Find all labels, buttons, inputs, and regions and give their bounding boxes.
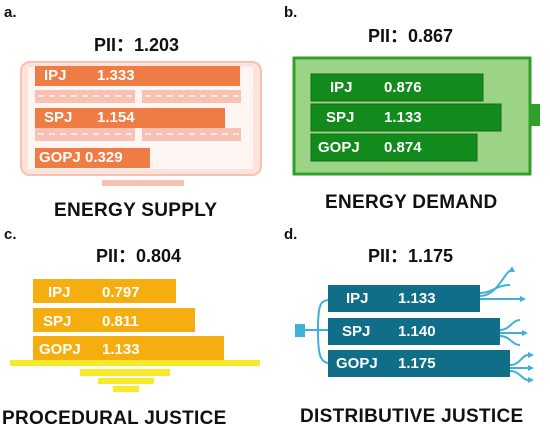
bar-value: 1.133 bbox=[398, 290, 436, 307]
pii-value: PII：1.175 bbox=[368, 246, 454, 266]
bar-label: GOPJ bbox=[39, 149, 81, 166]
procedural-bar-ipj bbox=[33, 279, 176, 303]
supply-bar-gopj bbox=[35, 148, 150, 168]
procedural-bar-gopj bbox=[33, 336, 224, 360]
bar-label: GOPJ bbox=[336, 355, 378, 372]
bar-value: 1.175 bbox=[398, 355, 436, 372]
procedural-bar-spj bbox=[33, 308, 195, 332]
procedural-podium-graphic bbox=[10, 279, 260, 392]
bar-label: IPJ bbox=[48, 284, 71, 301]
bar-value: 0.797 bbox=[102, 284, 140, 301]
bar-label: SPJ bbox=[44, 109, 73, 126]
panel-caption: PROCEDURAL JUSTICE bbox=[2, 408, 227, 429]
bar-label: SPJ bbox=[326, 109, 355, 126]
bar-value: 1.140 bbox=[398, 323, 436, 340]
pii-value: PII：1.203 bbox=[94, 35, 180, 55]
bar-value: 0.876 bbox=[384, 79, 422, 96]
pii-value: PII：0.804 bbox=[96, 246, 182, 266]
panel-letter: b. bbox=[284, 4, 298, 21]
distributive-flow-graphic bbox=[295, 266, 534, 383]
distributive-bar-gopj bbox=[328, 350, 510, 377]
panel-letter: a. bbox=[4, 4, 17, 21]
supply-bar-ipj bbox=[35, 66, 240, 86]
bar-value: 0.329 bbox=[85, 149, 123, 166]
bar-value: 1.333 bbox=[97, 67, 135, 84]
demand-battery-graphic bbox=[292, 56, 540, 176]
panel-letter: d. bbox=[284, 226, 298, 243]
panel-caption: DISTRIBUTIVE JUSTICE bbox=[300, 406, 524, 427]
panel-caption: ENERGY DEMAND bbox=[325, 192, 498, 213]
demand-bar-ipj bbox=[310, 73, 484, 102]
bar-label: GOPJ bbox=[318, 139, 360, 156]
panel-letter: c. bbox=[4, 226, 17, 243]
bar-label: SPJ bbox=[43, 313, 72, 330]
bar-label: IPJ bbox=[44, 67, 67, 84]
bar-value: 0.874 bbox=[384, 139, 422, 156]
panel-caption: ENERGY SUPPLY bbox=[54, 200, 218, 221]
bar-value: 0.811 bbox=[102, 313, 139, 330]
pii-value: PII：0.867 bbox=[368, 26, 454, 46]
bar-value: 1.133 bbox=[102, 341, 140, 358]
supply-monitor-graphic bbox=[20, 61, 262, 186]
bar-label: IPJ bbox=[330, 79, 353, 96]
demand-bar-gopj bbox=[310, 133, 478, 162]
bar-value: 1.154 bbox=[97, 109, 135, 126]
bar-label: IPJ bbox=[346, 290, 369, 307]
bar-label: GOPJ bbox=[39, 341, 81, 358]
demand-bar-spj bbox=[310, 103, 502, 132]
supply-bar-spj bbox=[35, 108, 225, 128]
bar-value: 1.133 bbox=[384, 109, 422, 126]
distributive-bar-spj bbox=[328, 318, 500, 345]
bar-label: SPJ bbox=[342, 323, 371, 340]
distributive-bar-ipj bbox=[328, 285, 480, 312]
